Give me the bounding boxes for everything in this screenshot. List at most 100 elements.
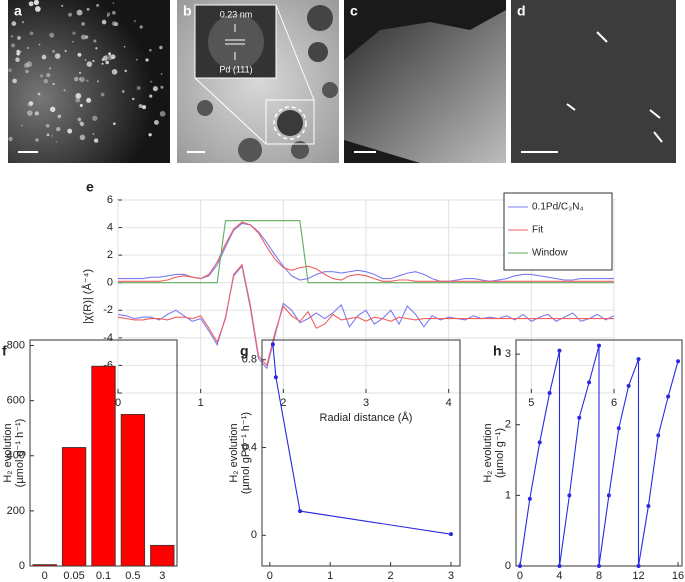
marker [606,493,611,498]
panel-label: g [240,343,249,359]
particle [23,63,29,68]
particle [139,25,143,29]
image-c [344,0,506,163]
y-axis-label: (µmol gPd⁻¹ h⁻¹) [240,412,252,494]
x-tick-label: 0 [115,397,121,409]
particle [160,73,163,75]
y-tick-label: 600 [7,395,25,407]
particle [45,123,50,128]
particle [26,46,29,49]
panel-label: e [86,179,94,195]
particle [57,114,62,119]
particle [79,103,83,107]
series-line [519,345,679,567]
particle [106,12,111,16]
particle [77,52,82,57]
y-tick-label: 2 [505,419,511,431]
particle [25,69,29,74]
marker [597,564,601,568]
particle [64,50,67,52]
particle [79,134,86,141]
particle [16,51,21,56]
particle [79,76,85,83]
particle [79,71,81,74]
marker [626,383,631,388]
y-axis-label: H₂ evolution [482,423,494,482]
bar [150,544,175,567]
particle [72,40,74,43]
particle [16,49,20,53]
marker [616,426,621,431]
particle [55,140,58,143]
particle [108,52,112,56]
particle [123,45,126,48]
y-tick-label: -2 [103,304,113,316]
particle [56,126,61,132]
particle [93,39,97,43]
particle [152,86,158,92]
x-tick-label: 16 [672,570,684,582]
x-tick-label: 5 [528,397,534,409]
particle [105,60,110,65]
legend-label: Window [532,248,568,259]
marker [676,359,681,364]
marker [666,394,671,399]
y-tick-label: 1 [505,489,511,501]
particle [67,128,73,134]
y-tick-label: 0 [505,560,511,572]
x-tick-label: 0 [517,570,523,582]
marker [273,375,278,380]
particle [11,21,17,26]
y-tick-label: 3 [505,348,511,360]
particle [133,19,137,23]
marker [636,564,641,568]
particle [8,136,13,142]
x-tick-label: 0 [267,570,273,582]
y-tick-label: -4 [103,332,113,344]
series-line [118,221,614,282]
particle [150,80,153,83]
particle [95,47,98,50]
particle [17,36,21,40]
y-tick-label: 200 [7,505,25,517]
particle [26,110,33,116]
panel-label: d [517,3,526,19]
bar [120,414,146,567]
panel-label: a [14,3,22,19]
particle [149,94,153,98]
series-line [117,263,614,367]
x-tick-label: 1 [327,570,333,582]
particle [113,122,116,126]
y-axis-label: (µmol g⁻¹ h⁻¹) [14,419,26,488]
particle [49,67,52,70]
particle [124,69,128,73]
particle [46,133,50,137]
y-tick-label: 0 [251,529,257,541]
particle [75,97,81,103]
y-tick-label: 2 [107,249,113,261]
marker [636,357,641,362]
particle [75,92,82,99]
y-tick-label: 0 [107,277,113,289]
particle [15,57,20,63]
particle [50,106,56,113]
bar [91,365,116,567]
particle [121,90,125,93]
particle [92,115,98,121]
x-tick-label: 3 [448,570,454,582]
particle [29,101,34,106]
bar [32,564,57,567]
marker [646,503,651,508]
x-tick-label: 2 [388,570,394,582]
particle [111,10,116,15]
particle [84,59,87,61]
annotation: Pd (111) [219,64,252,74]
x-tick-label: 2 [280,397,286,409]
particle [34,6,41,12]
particle [96,3,100,7]
marker [587,380,592,385]
particle [11,35,14,38]
particle [159,45,163,50]
particle [61,4,64,7]
particle [40,74,44,78]
